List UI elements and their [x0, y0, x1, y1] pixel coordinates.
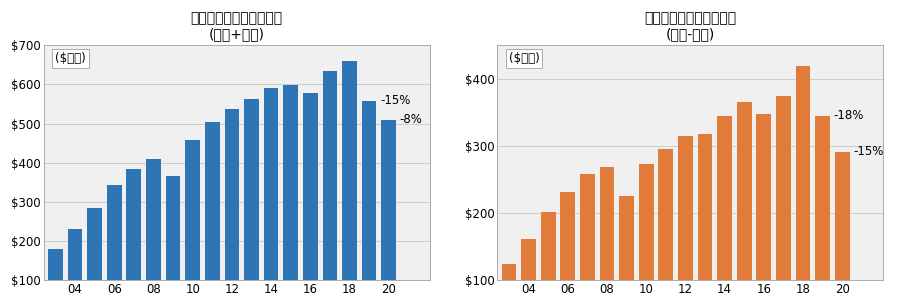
Bar	[87, 208, 102, 307]
Bar	[48, 249, 63, 307]
Bar	[717, 116, 732, 307]
Text: -15%: -15%	[853, 146, 884, 158]
Bar	[362, 101, 376, 307]
Bar	[580, 174, 595, 307]
Text: ($十億): ($十億)	[508, 52, 539, 65]
Bar	[561, 192, 575, 307]
Text: -15%: -15%	[380, 94, 410, 107]
Text: -8%: -8%	[400, 113, 422, 126]
Bar	[342, 61, 357, 307]
Text: ($十億): ($十億)	[55, 52, 86, 65]
Bar	[757, 115, 771, 307]
Bar	[521, 239, 535, 307]
Bar	[796, 66, 810, 307]
Bar	[678, 136, 693, 307]
Title: 美國對中國商品貿易逆差
(進口-出口): 美國對中國商品貿易逆差 (進口-出口)	[644, 11, 736, 41]
Bar	[205, 122, 220, 307]
Bar	[737, 102, 751, 307]
Bar	[166, 176, 180, 307]
Bar	[224, 110, 239, 307]
Bar	[244, 99, 259, 307]
Bar	[698, 134, 713, 307]
Bar	[68, 229, 83, 307]
Bar	[659, 149, 673, 307]
Bar	[322, 71, 338, 307]
Bar	[619, 196, 634, 307]
Bar	[382, 120, 396, 307]
Bar	[185, 140, 200, 307]
Bar	[599, 167, 615, 307]
Bar	[776, 95, 791, 307]
Bar	[815, 116, 830, 307]
Title: 美國對中國商品貿易總額
(進口+出口): 美國對中國商品貿易總額 (進口+出口)	[191, 11, 283, 41]
Bar	[127, 169, 141, 307]
Bar	[303, 93, 318, 307]
Bar	[501, 264, 517, 307]
Bar	[835, 152, 850, 307]
Bar	[107, 185, 122, 307]
Bar	[264, 87, 278, 307]
Text: -18%: -18%	[833, 109, 864, 122]
Bar	[541, 212, 555, 307]
Bar	[146, 159, 161, 307]
Bar	[639, 164, 653, 307]
Bar	[284, 85, 298, 307]
